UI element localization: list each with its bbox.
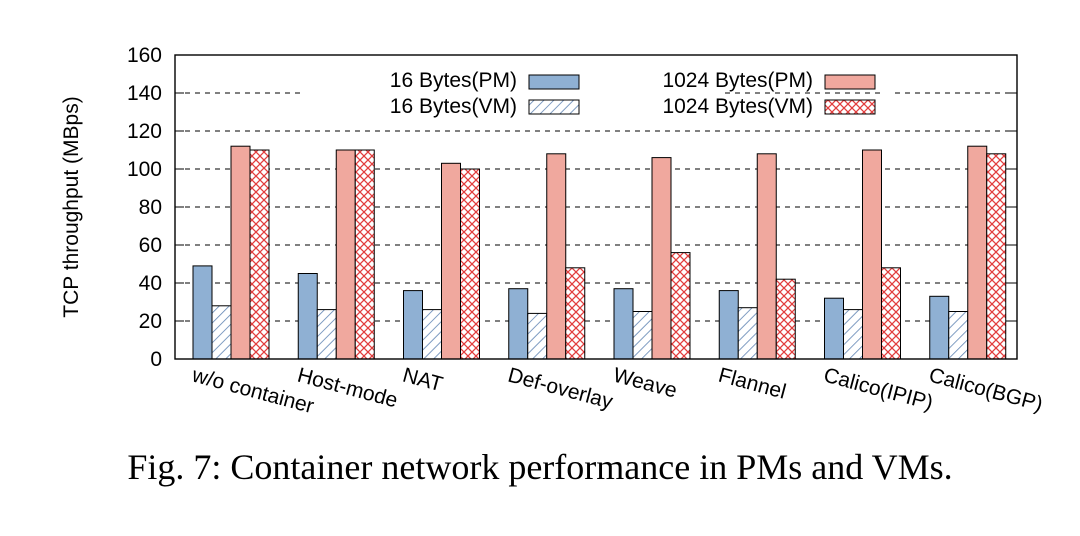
y-tick-label: 0	[150, 348, 162, 371]
bar-16-bytes-vm	[527, 312, 548, 360]
bar-1024-bytes-pm	[441, 162, 461, 360]
y-axis-label: TCP throughput (MBps)	[60, 96, 83, 317]
bar-1024-bytes-vm	[986, 153, 1007, 360]
y-tick-label: 140	[127, 82, 162, 105]
bar-16-bytes-pm	[824, 297, 844, 360]
bar-16-bytes-vm	[211, 305, 232, 360]
bar-1024-bytes-pm	[651, 157, 672, 360]
bar-1024-bytes-pm	[335, 149, 356, 360]
figure-caption: Fig. 7: Container network performance in…	[127, 447, 953, 487]
bar-1024-bytes-vm	[881, 267, 901, 360]
y-tick-label: 160	[127, 44, 162, 67]
legend-swatch-16-pm	[528, 74, 580, 90]
bars	[192, 145, 1007, 360]
bar-16-bytes-vm	[843, 309, 863, 360]
legend-label-16-pm: 16 Bytes(PM)	[390, 69, 517, 92]
bar-16-bytes-pm	[718, 290, 739, 360]
bar-1024-bytes-pm	[967, 145, 988, 360]
x-category-label: w/o container	[189, 363, 317, 418]
plot-frame	[174, 54, 1018, 360]
bar-1024-bytes-pm	[756, 153, 777, 360]
bar-1024-bytes-vm	[670, 252, 691, 360]
y-tick-label: 80	[139, 196, 162, 219]
x-category-label: Def-overlay	[505, 364, 615, 414]
legend-swatch-1024-vm	[824, 99, 876, 115]
y-tick-label: 60	[139, 234, 162, 257]
bar-16-bytes-vm	[422, 309, 442, 360]
y-tick-label: 120	[127, 120, 162, 143]
legend-background	[300, 70, 720, 124]
bar-16-bytes-vm	[632, 311, 653, 360]
bar-1024-bytes-pm	[230, 145, 251, 360]
legend-label-1024-pm: 1024 Bytes(PM)	[662, 69, 813, 92]
bar-1024-bytes-pm	[862, 149, 882, 360]
x-category-label: Flannel	[716, 364, 788, 404]
bar-1024-bytes-vm	[775, 278, 796, 360]
x-category-label: Calico(IPIP)	[821, 364, 935, 415]
legend: 16 Bytes(PM) 16 Bytes(VM) 1024 Bytes(PM)…	[300, 69, 890, 124]
bar-16-bytes-vm	[737, 307, 758, 360]
legend-label-16-vm: 16 Bytes(VM)	[390, 95, 517, 118]
bar-1024-bytes-vm	[354, 149, 375, 360]
bar-16-bytes-pm	[403, 290, 423, 360]
bar-16-bytes-pm	[929, 295, 950, 360]
bar-16-bytes-pm	[613, 288, 634, 360]
bar-1024-bytes-vm	[460, 168, 480, 360]
bar-16-bytes-pm	[297, 273, 318, 360]
bar-16-bytes-pm	[192, 265, 213, 360]
bar-16-bytes-vm	[316, 309, 337, 360]
y-tick-label: 40	[139, 272, 162, 295]
y-tick-label: 100	[127, 158, 162, 181]
bar-16-bytes-vm	[948, 311, 969, 360]
x-category-label: Calico(BGP)	[926, 364, 1045, 416]
y-tick-label: 20	[139, 310, 162, 333]
legend-label-1024-vm: 1024 Bytes(VM)	[662, 95, 813, 118]
bar-1024-bytes-pm	[546, 153, 567, 360]
legend-swatch-1024-pm	[824, 74, 876, 90]
x-category-label: Weave	[611, 364, 680, 403]
bar-1024-bytes-vm	[565, 267, 586, 360]
bar-1024-bytes-vm	[249, 149, 270, 360]
x-category-label: NAT	[400, 364, 445, 397]
bar-16-bytes-pm	[508, 288, 529, 360]
legend-swatch-16-vm	[528, 99, 580, 115]
